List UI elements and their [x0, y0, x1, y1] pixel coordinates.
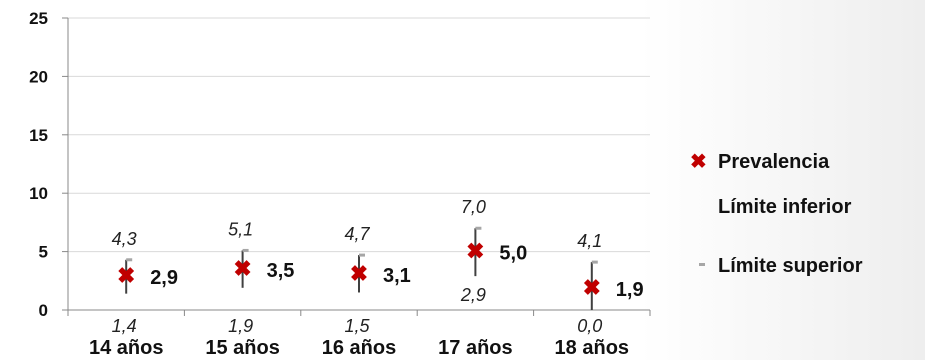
gridlines — [68, 17, 650, 253]
prevalence-label: 3,1 — [383, 265, 411, 287]
background-gradient — [640, 0, 925, 360]
upper-limit-marker — [591, 260, 598, 264]
lower-limit-label: 1,4 — [112, 316, 137, 336]
legend-label-limite-superior: Límite superior — [718, 255, 863, 277]
upper-limit-label: 4,3 — [112, 229, 137, 249]
legend-marker-prevalencia: ✖ — [690, 151, 707, 173]
prevalence-label: 1,9 — [616, 279, 644, 301]
prevalence-marker: ✖ — [117, 263, 135, 288]
upper-limit-label: 4,1 — [577, 231, 602, 251]
y-tick-label: 5 — [39, 243, 48, 262]
y-tick-label: 10 — [29, 184, 48, 203]
prevalence-label: 2,9 — [150, 267, 178, 289]
prevalence-label: 3,5 — [267, 260, 295, 282]
lower-limit-label: 0,0 — [577, 316, 602, 336]
y-tick-label: 15 — [29, 126, 48, 145]
prevalence-marker: ✖ — [466, 239, 484, 264]
legend-label-limite-inferior: Límite inferior — [718, 196, 852, 218]
x-category-label: 17 años — [438, 337, 512, 359]
upper-limit-label: 7,0 — [461, 197, 486, 217]
upper-limit-label: 4,7 — [344, 224, 370, 244]
lower-limit-label: 1,9 — [228, 316, 253, 336]
x-category-label: 18 años — [555, 337, 629, 359]
prevalence-marker: ✖ — [583, 275, 601, 300]
upper-limit-marker — [359, 253, 365, 257]
prevalence-label: 5,0 — [499, 243, 527, 265]
y-tick-label: 25 — [29, 9, 48, 28]
legend: ✖ Prevalencia Límite inferior Límite sup… — [690, 151, 863, 277]
upper-limit-label: 5,1 — [228, 219, 253, 239]
x-category-label: 15 años — [205, 337, 279, 359]
lower-limit-label: 1,5 — [344, 316, 370, 336]
upper-limit-marker — [242, 248, 249, 252]
x-category-label: 16 años — [322, 337, 396, 359]
y-tick-label: 0 — [39, 301, 48, 320]
legend-item-limite-superior: Límite superior — [699, 255, 863, 277]
prevalence-marker: ✖ — [350, 261, 368, 286]
y-tick-label: 20 — [29, 67, 48, 86]
legend-item-limite-inferior: Límite inferior — [718, 196, 852, 218]
axes: 0 5 10 15 20 25 14 años 15 años 16 años 17 años 18… — [29, 9, 651, 359]
upper-limit-marker — [126, 258, 133, 262]
lower-limit-label: 2,9 — [460, 285, 486, 305]
data-marks: ✖ 2,9 4,3 1,4 ✖ 3,5 5,1 1,9 ✖ 3,1 4,7 1,5 ✖ 5,0 7,0 2,9… — [112, 197, 644, 336]
legend-label-prevalencia: Prevalencia — [718, 151, 830, 173]
legend-item-prevalencia: ✖ Prevalencia — [690, 151, 830, 173]
prevalence-marker: ✖ — [233, 256, 251, 281]
legend-marker-limite-superior — [699, 263, 705, 266]
upper-limit-marker — [475, 226, 482, 230]
x-category-label: 14 años — [89, 337, 163, 359]
